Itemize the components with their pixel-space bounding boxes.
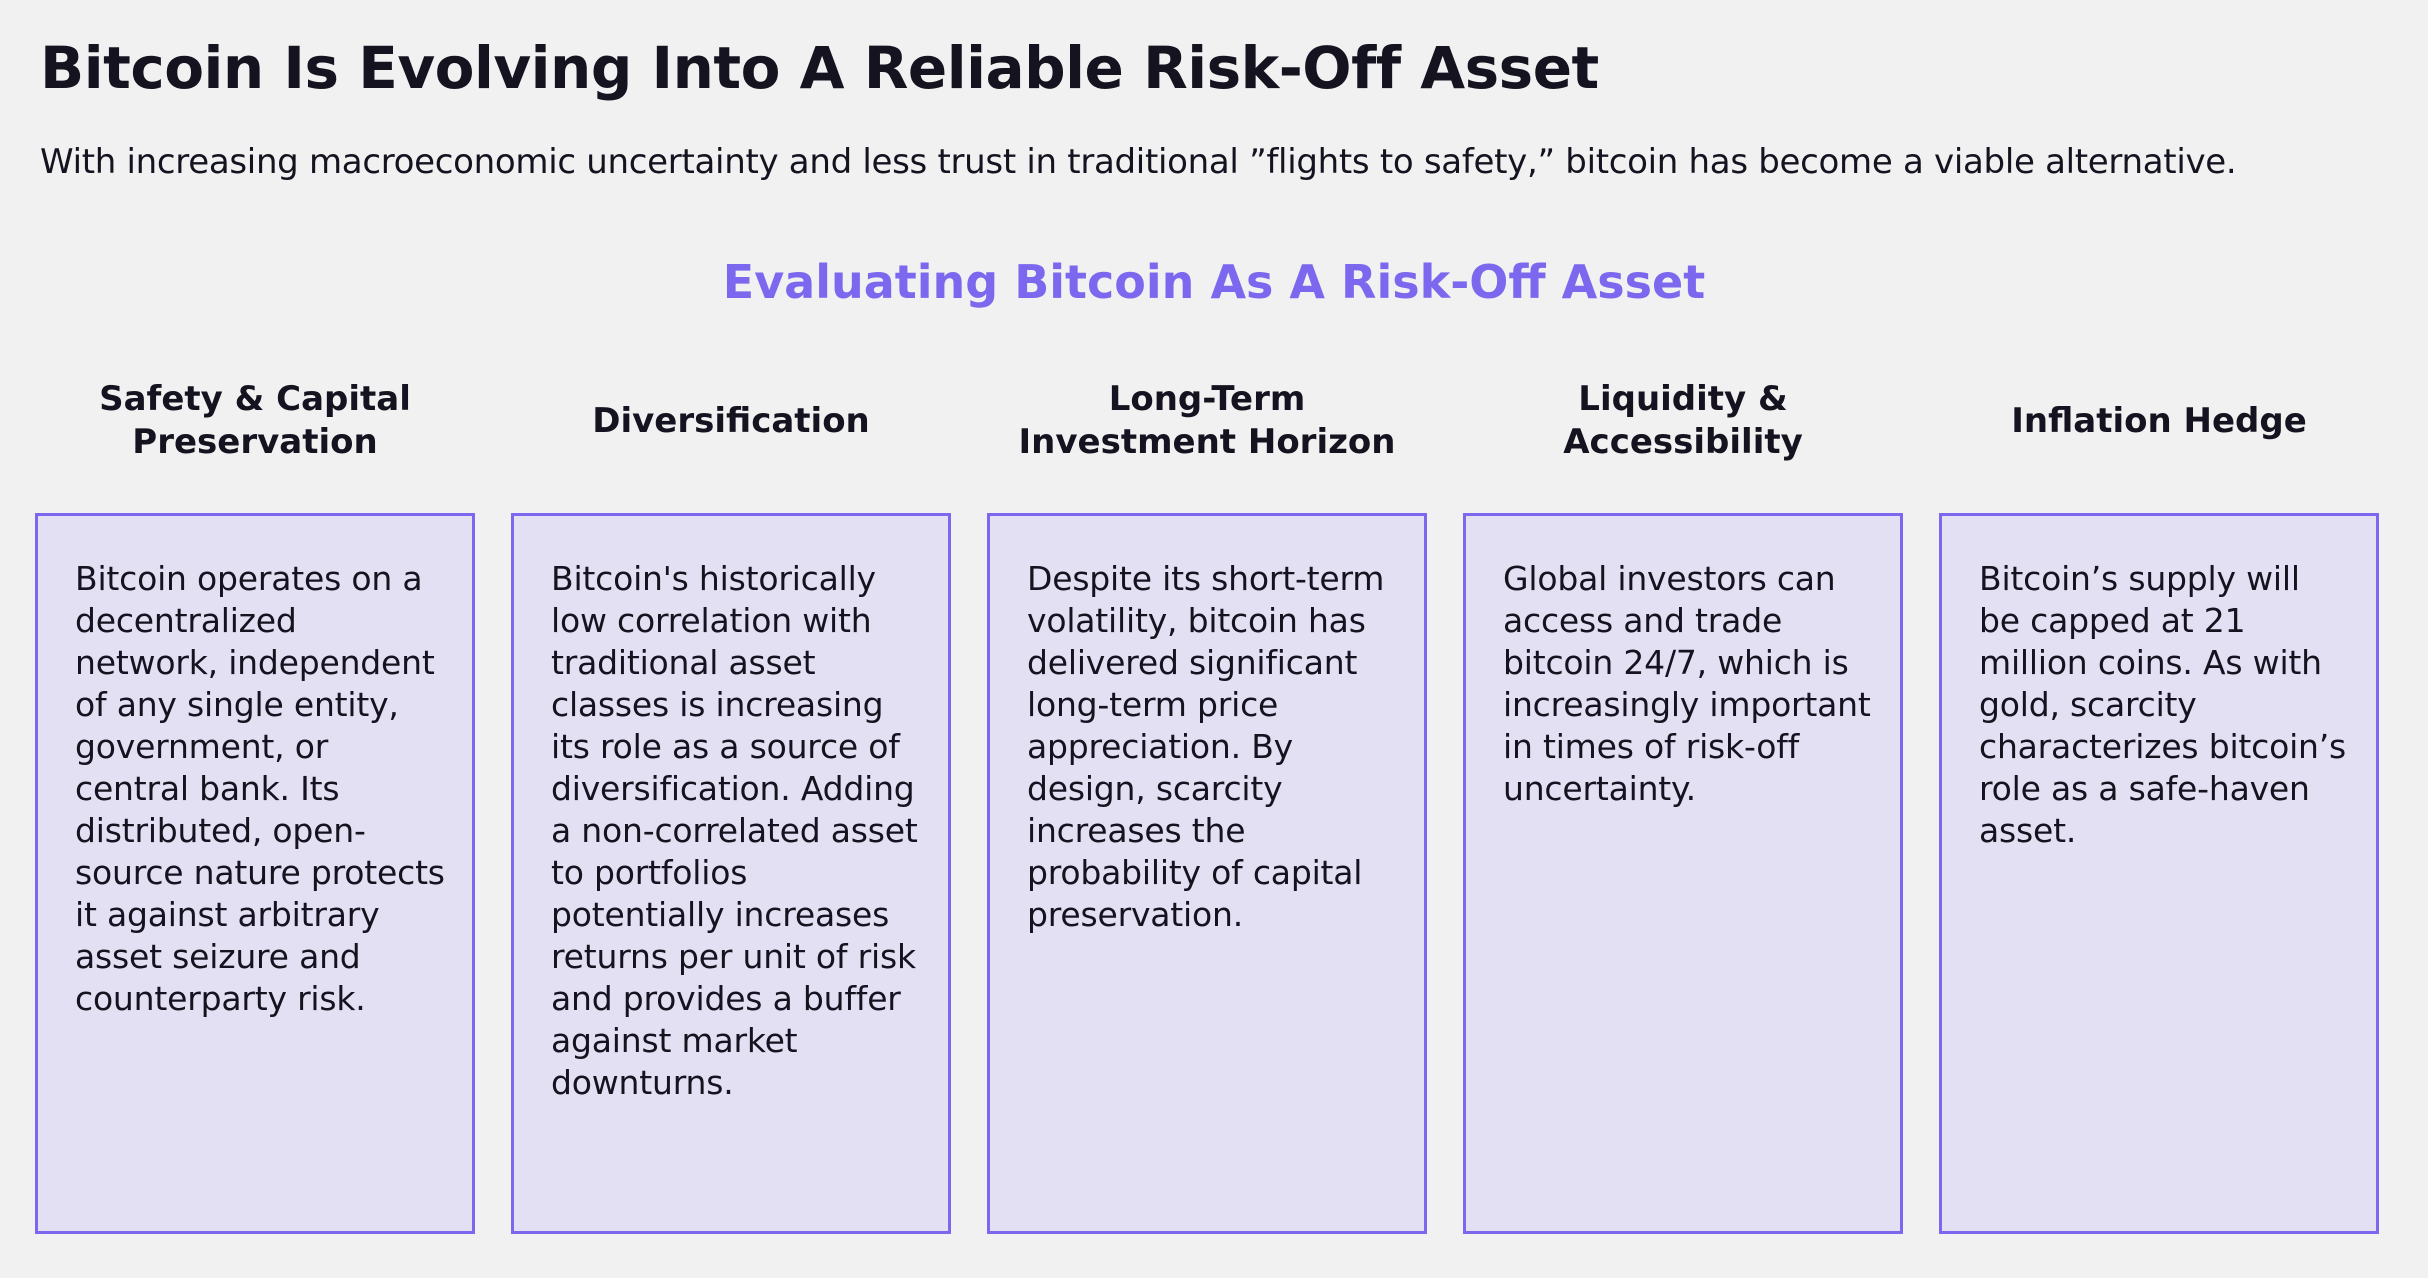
section-title: Evaluating Bitcoin As A Risk-Off Asset	[722, 255, 1706, 309]
column-heading-text: Inflation Hedge	[2011, 400, 2307, 441]
column-heading: Long-Term Investment Horizon	[987, 375, 1427, 467]
column-heading-text: Diversification	[592, 400, 870, 441]
column-heading: Diversification	[511, 375, 951, 467]
column-card: Global investors can access and trade bi…	[1463, 513, 1903, 1234]
page-subtitle: With increasing macroeconomic uncertaint…	[40, 142, 2237, 182]
column-card: Bitcoin operates on a decentralized netw…	[35, 513, 475, 1234]
column-card-text: Bitcoin's historically low correlation w…	[551, 559, 918, 1102]
column-heading-text: Safety & Capital Preservation	[99, 379, 411, 462]
column-heading: Safety & Capital Preservation	[35, 375, 475, 467]
column-card: Despite its short-term volatility, bitco…	[987, 513, 1427, 1234]
column-heading-text: Long-Term Investment Horizon	[1018, 379, 1396, 462]
column-heading: Liquidity & Accessibility	[1463, 375, 1903, 467]
column-card-text: Global investors can access and trade bi…	[1503, 559, 1871, 808]
page-title: Bitcoin Is Evolving Into A Reliable Risk…	[40, 34, 1599, 102]
column-heading: Inflation Hedge	[1939, 375, 2379, 467]
column-card: Bitcoin's historically low correlation w…	[511, 513, 951, 1234]
column-card-text: Bitcoin operates on a decentralized netw…	[75, 559, 445, 1018]
column-heading-text: Liquidity & Accessibility	[1563, 379, 1803, 462]
column-card-text: Despite its short-term volatility, bitco…	[1027, 559, 1385, 934]
column-card: Bitcoin’s supply will be capped at 21 mi…	[1939, 513, 2379, 1234]
column-card-text: Bitcoin’s supply will be capped at 21 mi…	[1979, 559, 2347, 850]
